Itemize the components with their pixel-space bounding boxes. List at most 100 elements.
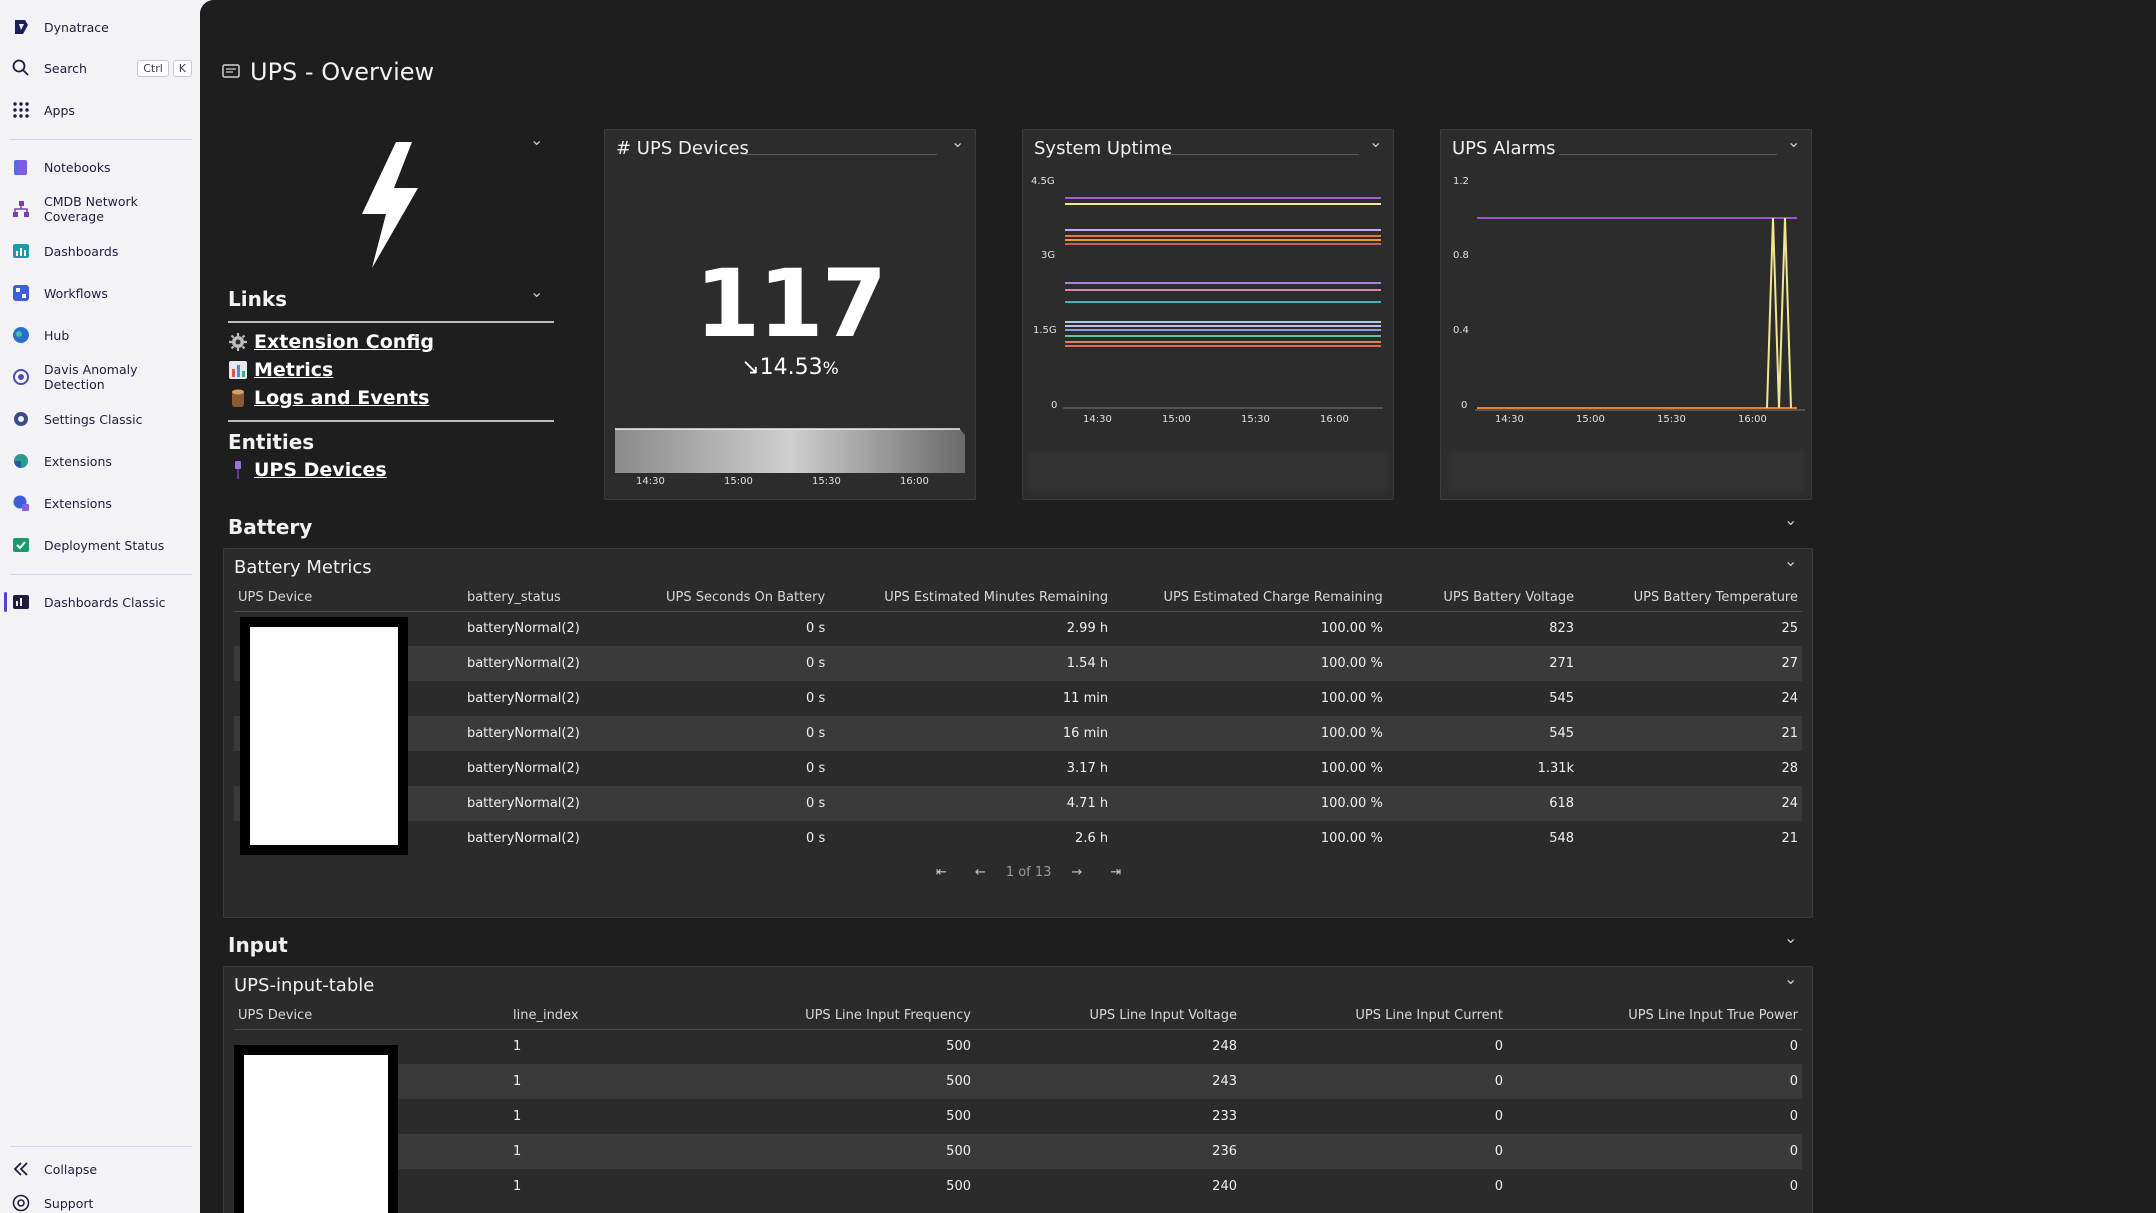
hub-icon [10, 324, 32, 346]
table-cell: 240 [1212, 1179, 1237, 1194]
table-cell: 823 [1549, 621, 1575, 637]
column-header[interactable]: UPS Device [234, 585, 463, 612]
chevron-down-icon[interactable]: ⌄ [530, 282, 544, 301]
brand-home[interactable]: Dynatrace [10, 10, 192, 44]
column-header[interactable]: UPS Line Input Voltage [975, 1003, 1241, 1030]
table-cell: 1 [513, 1039, 522, 1055]
table-row[interactable]: batteryNormal(2) 0 s 4.71 h 100.00 % 618 24 [234, 786, 1802, 821]
plug-icon [235, 461, 241, 479]
sidebar-item-notebooks[interactable]: Notebooks [10, 150, 192, 184]
column-header[interactable]: UPS Line Input Frequency [709, 1003, 975, 1030]
sidebar-item-workflows[interactable]: Workflows [10, 276, 192, 310]
chevron-down-icon[interactable]: ⌄ [951, 132, 965, 151]
active-indicator [4, 592, 7, 612]
table-row[interactable]: 1 500 248 0 0 [234, 1029, 1802, 1064]
table-cell: 545 [1549, 691, 1575, 706]
logs-and-events-link[interactable]: Logs and Events [228, 384, 434, 412]
sidebar-item-settings-classic[interactable]: Settings Classic [10, 402, 192, 436]
sidebar: Dynatrace Search Ctrl K Apps Notebooks C… [0, 0, 200, 1213]
column-header[interactable]: UPS Line Input True Power [1507, 1003, 1802, 1030]
chevron-down-icon[interactable]: ⌄ [1787, 132, 1801, 151]
sidebar-item-extensions[interactable]: Extensions [10, 444, 192, 478]
table-row[interactable]: 1 500 240 0 0 [234, 1169, 1802, 1204]
y-tick-label: 0 [1461, 400, 1468, 411]
battery-metrics-table: UPS Device battery_status UPS Seconds On… [234, 585, 1802, 856]
x-tick-label: 14:30 [1083, 414, 1112, 425]
battery-metrics-tile: Battery Metrics ⌄ UPS Device battery_sta… [223, 548, 1813, 918]
collapse-button[interactable]: Collapse [10, 1152, 192, 1186]
table-cell: batteryNormal(2) [466, 761, 580, 776]
table-cell: 11 min [1062, 691, 1109, 706]
sidebar-item-label: Extensions [44, 495, 112, 511]
table-row[interactable]: batteryNormal(2) 0 s 2.99 h 100.00 % 823 25 [234, 611, 1802, 646]
metrics-link[interactable]: Metrics [228, 356, 434, 384]
chevron-down-icon[interactable]: ⌄ [530, 130, 544, 149]
table-cell: 2.99 h [1066, 621, 1109, 637]
table-row[interactable]: batteryNormal(2) 0 s 2.6 h 100.00 % 548 21 [234, 821, 1802, 856]
table-row[interactable]: batteryNormal(2) 0 s 1.54 h 100.00 % 271 27 [234, 646, 1802, 681]
last-page-icon[interactable]: ⇥ [1110, 865, 1122, 880]
chevron-down-icon[interactable]: ⌄ [1369, 132, 1383, 151]
ups-alarms-tile[interactable]: UPS Alarms ⌄ 1.2 0.8 0.4 0 14:30 15:00 1… [1440, 129, 1812, 500]
apps-button[interactable]: Apps [10, 93, 192, 127]
support-button[interactable]: Support [10, 1186, 192, 1213]
support-label: Support [44, 1195, 94, 1211]
sidebar-item-dashboards[interactable]: Dashboards [10, 234, 192, 268]
table-cell: 0 [1241, 1134, 1507, 1169]
column-header[interactable]: UPS Battery Voltage [1386, 585, 1579, 612]
sidebar-divider [10, 574, 192, 575]
sidebar-item-cmdb-network-coverage[interactable]: CMDB Network Coverage [10, 192, 192, 226]
column-header[interactable]: UPS Estimated Minutes Remaining [829, 585, 1113, 612]
sidebar-item-extensions-2[interactable]: Extensions [10, 486, 192, 520]
ups-devices-link[interactable]: UPS Devices [228, 456, 387, 484]
table-row[interactable]: batteryNormal(2) 0 s 11 min 100.00 % 545 24 [234, 681, 1802, 716]
x-tick-label: 15:30 [812, 476, 841, 487]
column-header[interactable]: line_index [509, 1003, 709, 1030]
sidebar-item-davis-anomaly-detection[interactable]: Davis Anomaly Detection [10, 360, 192, 394]
chevron-down-icon[interactable]: ⌄ [1784, 928, 1798, 947]
table-cell: 100.00 % [1320, 831, 1383, 846]
column-header[interactable]: UPS Device [234, 1003, 509, 1030]
column-header[interactable]: UPS Battery Temperature [1578, 585, 1802, 612]
ups-devices-tile[interactable]: # UPS Devices ⌄ 117 ↘14.53% 14:30 15:00 … [604, 129, 976, 500]
table-row[interactable]: batteryNormal(2) 0 s 3.17 h 100.00 % 1.31k 28 [234, 751, 1802, 786]
table-cell: 0 s [806, 761, 826, 776]
column-header[interactable]: UPS Line Input Current [1241, 1003, 1507, 1030]
ups-input-table-tile: UPS-input-table ⌄ UPS Device line_index … [223, 966, 1813, 1213]
davis-icon [10, 366, 32, 388]
link-text: Logs and Events [254, 387, 430, 409]
sidebar-item-label: CMDB Network Coverage [44, 194, 138, 224]
sidebar-item-deployment-status[interactable]: Deployment Status [10, 528, 192, 562]
column-header[interactable]: UPS Seconds On Battery [625, 585, 830, 612]
table-cell: 0 s [625, 646, 830, 681]
system-uptime-tile[interactable]: System Uptime ⌄ 4.5G 3G 1.5G 0 [1022, 129, 1394, 500]
table-row[interactable]: 1 500 236 0 0 [234, 1134, 1802, 1169]
chevron-down-icon[interactable]: ⌄ [1784, 510, 1798, 529]
search-label: Search [44, 60, 87, 76]
first-page-icon[interactable]: ⇤ [936, 865, 947, 880]
sidebar-item-label: Hub [44, 327, 70, 343]
sidebar-item-label: Extensions [44, 453, 112, 469]
y-tick-label: 1.5G [1033, 325, 1057, 336]
column-header[interactable]: UPS Estimated Charge Remaining [1112, 585, 1387, 612]
prev-page-icon[interactable]: ← [974, 865, 986, 880]
table-cell: 545 [1386, 716, 1579, 751]
search-button[interactable]: Search Ctrl K [10, 51, 192, 85]
table-cell: batteryNormal(2) [466, 691, 580, 706]
table-row[interactable]: 1 500 243 0 0 [234, 1064, 1802, 1099]
table-row[interactable]: 1 500 233 0 0 [234, 1099, 1802, 1134]
extension-config-link[interactable]: Extension Config [228, 328, 434, 356]
chevron-down-icon[interactable]: ⌄ [1784, 551, 1798, 570]
sidebar-item-hub[interactable]: Hub [10, 318, 192, 352]
y-tick-label: 0.4 [1453, 325, 1469, 336]
column-header[interactable]: battery_status [462, 585, 626, 612]
y-tick-label: 0.8 [1453, 250, 1469, 261]
sidebar-item-dashboards-classic[interactable]: Dashboards Classic [10, 585, 192, 619]
chevron-down-icon[interactable]: ⌄ [1784, 969, 1798, 988]
table-cell: 1.54 h [829, 646, 1113, 681]
next-page-icon[interactable]: → [1071, 865, 1083, 880]
table-row[interactable]: batteryNormal(2) 0 s 16 min 100.00 % 545 21 [234, 716, 1802, 751]
table-cell: 0 s [806, 831, 826, 846]
page-title: UPS - Overview [222, 58, 434, 86]
